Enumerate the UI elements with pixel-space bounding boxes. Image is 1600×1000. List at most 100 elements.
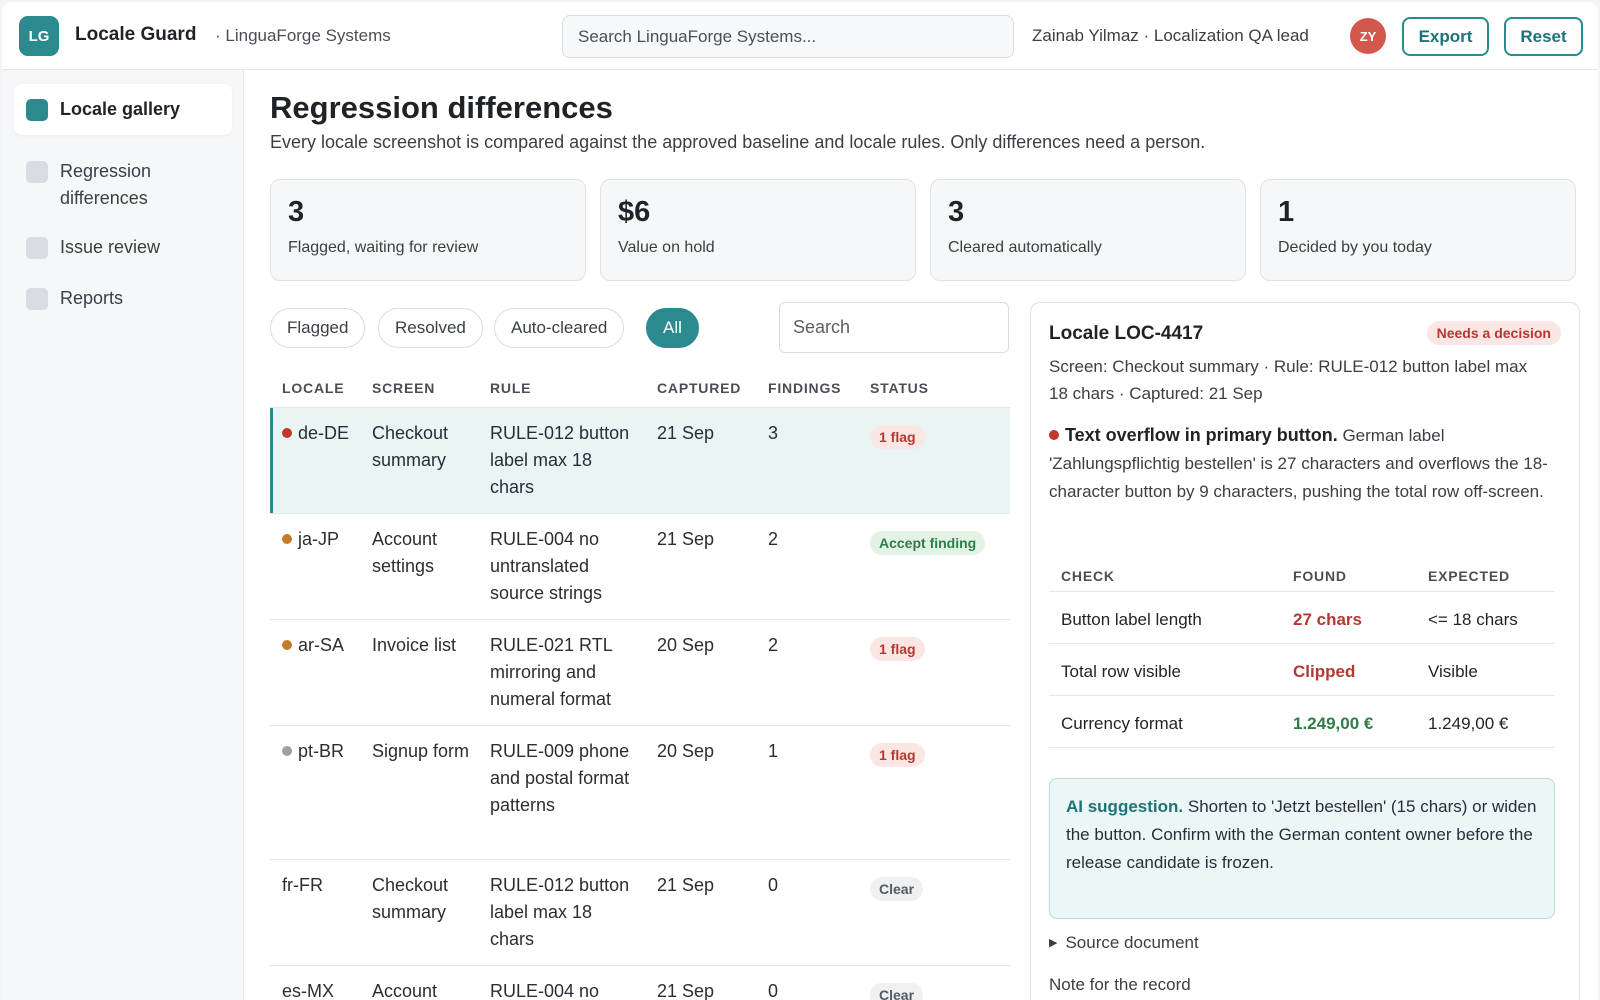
reports-icon [26,288,48,310]
column-header-findings[interactable]: FINDINGS [768,380,842,396]
ai-suggestion-title: AI suggestion. [1066,797,1184,816]
severity-dot-icon [1049,430,1059,440]
status-cell: 1 flag [870,423,925,450]
status-cell: Accept finding [870,529,986,556]
screen-cell: Signup form [372,741,470,761]
table-row[interactable]: ar-SA Invoice list RULE-021 RTL mirrorin… [270,620,1010,726]
filter-chip-flagged[interactable]: Flagged [270,308,366,348]
issue-review-icon [26,237,48,259]
top-bar: LG Locale Guard · LinguaForge Systems Za… [2,2,1598,70]
check-name: Currency format [1061,714,1183,733]
finding-title: Text overflow in primary button. [1065,425,1338,445]
column-header-expected: EXPECTED [1428,568,1510,584]
locale-cell: es-MX [282,978,360,1000]
app-logo: LG [19,16,59,56]
sidebar-item-label: Issue review [60,237,161,257]
check-row: Currency format 1.249,00 € 1.249,00 € [1049,696,1555,748]
export-button[interactable]: Export [1402,17,1489,56]
captured-cell: 20 Sep [657,741,715,761]
stat-label: Decided by you today [1278,239,1432,256]
stat-card-cleared: 3 Cleared automatically [930,179,1246,281]
filter-chip-auto-cleared[interactable]: Auto-cleared [494,308,625,348]
org-name: · LinguaForge Systems [215,26,391,45]
ai-suggestion-text: Shorten to 'Jetzt bestellen' (15 chars) … [1066,797,1537,872]
table-header: LOCALE SCREEN RULE CAPTURED FINDINGS STA… [270,360,1010,408]
app-name: Locale Guard [75,24,197,45]
table-row[interactable]: de-DE Checkout summary RULE-012 button l… [270,408,1010,514]
checks-header: CHECK FOUND EXPECTED [1049,548,1555,592]
severity-dot-icon [282,640,292,650]
severity-dot-icon [282,534,292,544]
locale-code: ja-JP [298,529,340,549]
screen-cell: Checkout summary [372,875,449,922]
reset-button[interactable]: Reset [1504,17,1583,56]
list-search-input[interactable] [779,302,1009,353]
sidebar-item-regression-differences[interactable]: Regression differences [14,146,232,224]
column-header-status[interactable]: STATUS [870,380,929,396]
detail-title: Locale LOC-4417 [1049,323,1204,344]
sidebar-item-label: Locale gallery [60,99,181,119]
severity-dot-icon [282,428,292,438]
captured-cell: 21 Sep [657,529,715,549]
column-header-captured[interactable]: CAPTURED [657,380,742,396]
sidebar-item-issue-review[interactable]: Issue review [14,222,232,273]
user-label: Zainab Yilmaz · Localization QA lead [1032,26,1309,45]
finding-summary: Text overflow in primary button. German … [1049,421,1549,506]
filter-chip-resolved[interactable]: Resolved [378,308,483,348]
checks-table: CHECK FOUND EXPECTED Button label length… [1049,548,1555,748]
page-subtitle: Every locale screenshot is compared agai… [270,132,1206,152]
rule-cell: RULE-009 phone and postal format pattern… [490,741,630,815]
page-title: Regression differences [270,90,613,125]
table-row[interactable]: es-MX Account RULE-004 no 21 Sep 0 Clear [270,966,1010,1000]
findings-cell: 2 [768,529,779,549]
findings-cell: 3 [768,423,779,443]
check-expected: Visible [1428,662,1478,681]
locale-code: de-DE [298,423,350,443]
source-document-toggle[interactable]: ▶ Source document [1049,933,1199,953]
check-row: Total row visible Clipped Visible [1049,644,1555,696]
stat-card-value-on-hold: $6 Value on hold [600,179,916,281]
rule-cell: RULE-012 button label max 18 chars [490,875,630,949]
locale-cell: ar-SA [282,632,360,659]
sidebar-item-reports[interactable]: Reports [14,273,232,324]
captured-cell: 21 Sep [657,423,715,443]
status-badge: Needs a decision [1426,321,1561,345]
avatar[interactable]: ZY [1350,18,1386,54]
findings-cell: 0 [768,981,779,1000]
sidebar-item-locale-gallery[interactable]: Locale gallery [14,84,232,135]
stat-card-decided: 1 Decided by you today [1260,179,1576,281]
locale-code: es-MX [282,981,335,1000]
findings-cell: 1 [768,741,779,761]
check-found: 1.249,00 € [1293,714,1374,733]
rule-cell: RULE-004 no untranslated source strings [490,529,603,603]
locale-code: pt-BR [298,741,345,761]
source-document-label: Source document [1065,933,1199,952]
triangle-right-icon: ▶ [1049,937,1058,949]
locale-cell: ja-JP [282,526,360,553]
screen-cell: Account [372,981,438,1000]
rule-cell: RULE-012 button label max 18 chars [490,423,630,497]
global-search-input[interactable] [562,15,1014,58]
locale-gallery-icon [26,99,48,121]
table-row[interactable]: fr-FR Checkout summary RULE-012 button l… [270,860,1010,966]
status-badge: 1 flag [870,425,925,449]
table-row[interactable]: ja-JP Account settings RULE-004 no untra… [270,514,1010,620]
screen-cell: Checkout summary [372,423,449,470]
screen-cell: Account settings [372,529,438,576]
detail-panel: Locale LOC-4417 Needs a decision Screen:… [1030,302,1580,1000]
status-badge: Accept finding [870,531,986,555]
stat-value: $6 [618,196,651,228]
status-cell: Clear [870,981,924,1000]
check-found: Clipped [1293,662,1356,681]
screen-cell: Invoice list [372,635,457,655]
column-header-screen[interactable]: SCREEN [372,380,436,396]
status-badge: Clear [870,877,924,901]
column-header-locale[interactable]: LOCALE [282,380,345,396]
check-row: Button label length 27 chars <= 18 chars [1049,592,1555,644]
column-header-rule[interactable]: RULE [490,380,532,396]
table-row[interactable]: pt-BR Signup form RULE-009 phone and pos… [270,726,1010,860]
findings-cell: 0 [768,875,779,895]
filter-chip-all[interactable]: All [646,308,699,348]
findings-cell: 2 [768,635,779,655]
